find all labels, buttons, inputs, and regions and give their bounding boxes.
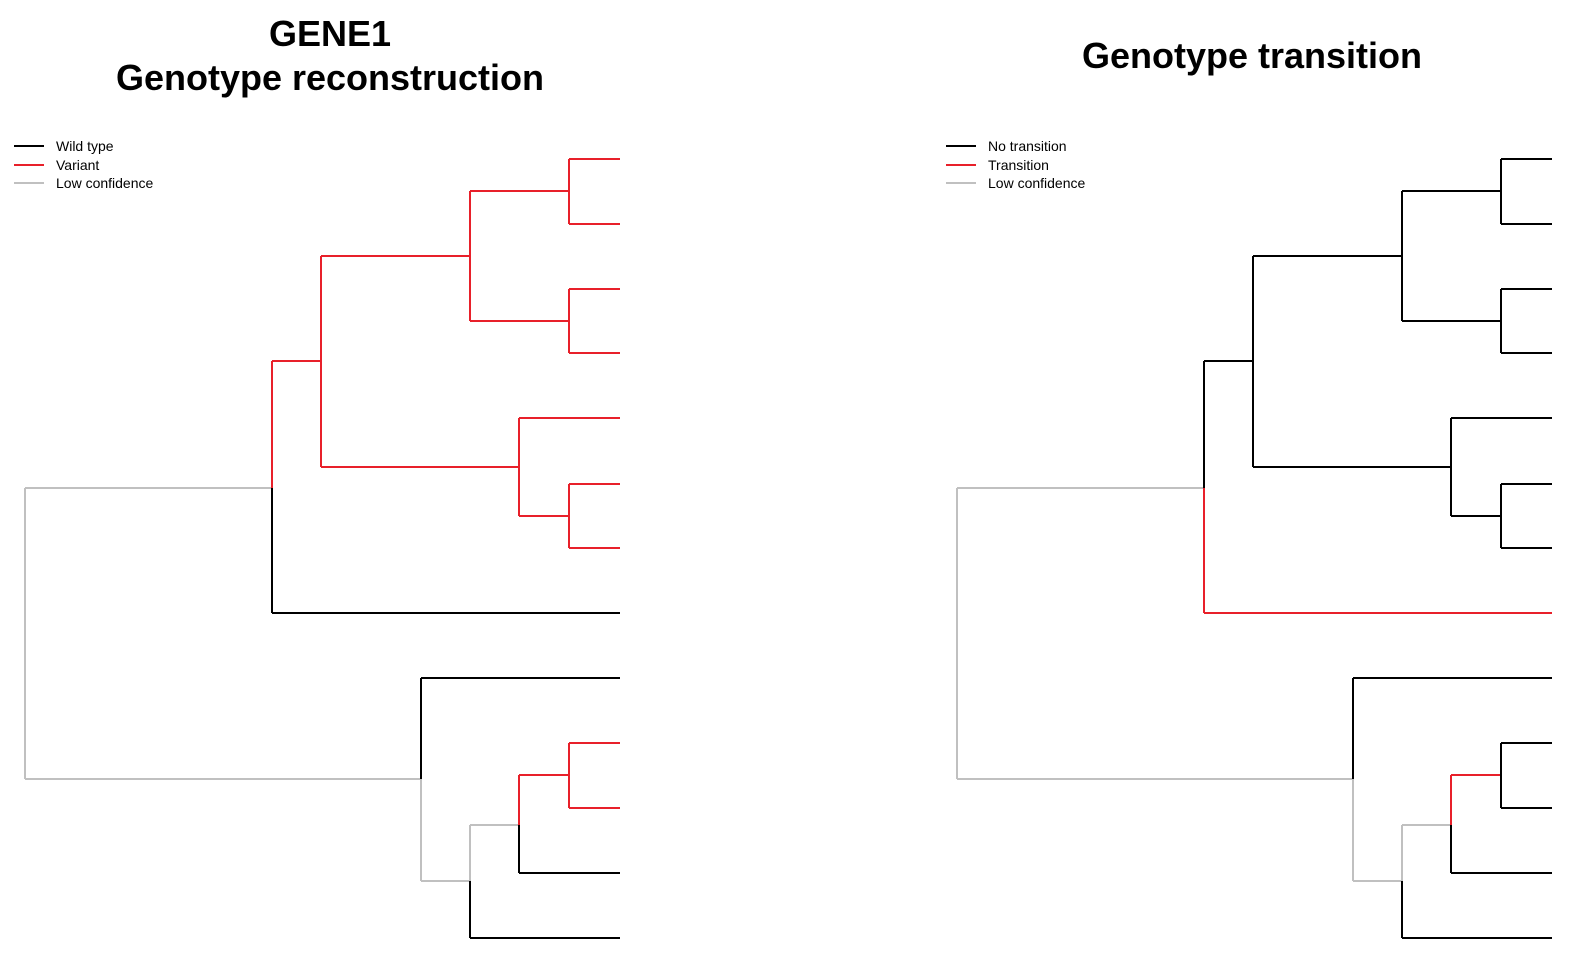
tree-branch: [320, 255, 519, 468]
tree-branch: [1500, 483, 1552, 549]
tree-branch: [518, 825, 620, 874]
legend-item-low-confidence: Low confidence: [946, 174, 1085, 193]
tree-branch: [1500, 742, 1552, 809]
tree-branch: [1401, 190, 1501, 322]
legend-item-wild-type: Wild type: [14, 137, 153, 156]
legend-label-wild-type: Wild type: [56, 138, 114, 155]
legend-label-variant: Variant: [56, 156, 100, 173]
legend-swatch-no-transition: [946, 145, 976, 148]
legend-item-no-transition: No transition: [946, 137, 1085, 156]
tree-branch: [568, 288, 620, 354]
legend-label-low-confidence: Low confidence: [56, 175, 154, 192]
legend-swatch-variant: [14, 163, 44, 166]
tree-branch: [24, 487, 421, 780]
tree-branch: [518, 742, 620, 825]
transition-panel: Genotype transition No transition Transi…: [796, 0, 1592, 978]
tree-branch: [1450, 417, 1552, 517]
legend-item-transition: Transition: [946, 156, 1085, 175]
legend-item-low-confidence: Low confidence: [14, 174, 153, 193]
legend-swatch-transition: [946, 163, 976, 166]
reconstruction-title: GENE1 Genotype reconstruction: [0, 12, 660, 100]
reconstruction-tree: [24, 158, 620, 939]
legend-label-low-confidence: Low confidence: [988, 175, 1086, 192]
tree-branch: [568, 483, 620, 549]
legend-item-variant: Variant: [14, 156, 153, 175]
transition-title: Genotype transition: [1081, 35, 1423, 76]
tree-branch: [271, 488, 620, 614]
tree-branch: [1203, 488, 1552, 614]
legend-swatch-low-confidence: [946, 182, 976, 185]
legend-swatch-low-confidence: [14, 182, 44, 185]
tree-branch: [1500, 158, 1552, 225]
transition-legend: No transition Transition Low confidence: [946, 137, 1085, 193]
tree-branch: [568, 158, 620, 225]
gene-name: GENE1: [268, 13, 392, 54]
tree-branch: [1401, 881, 1552, 939]
transition-tree: [956, 158, 1552, 939]
reconstruction-legend: Wild type Variant Low confidence: [14, 137, 153, 193]
tree-branch: [469, 190, 569, 322]
tree-branch: [1450, 774, 1501, 825]
tree-branch: [1252, 255, 1451, 468]
tree-branch: [420, 779, 519, 882]
tree-branch: [1352, 677, 1552, 779]
tree-branch: [518, 417, 620, 517]
reconstruction-subtitle: Genotype reconstruction: [115, 57, 545, 98]
reconstruction-panel: GENE1 Genotype reconstruction Wild type …: [0, 12, 660, 939]
tree-branch: [1352, 779, 1451, 882]
tree-branch: [956, 487, 1353, 780]
tree-branch: [271, 360, 321, 488]
legend-label-transition: Transition: [988, 156, 1049, 173]
tree-branch: [1500, 288, 1552, 354]
tree-branch: [1450, 825, 1552, 874]
legend-swatch-wild-type: [14, 145, 44, 148]
tree-branch: [1203, 360, 1253, 488]
tree-branch: [420, 677, 620, 779]
tree-branch: [469, 881, 620, 939]
legend-label-no-transition: No transition: [988, 138, 1067, 155]
